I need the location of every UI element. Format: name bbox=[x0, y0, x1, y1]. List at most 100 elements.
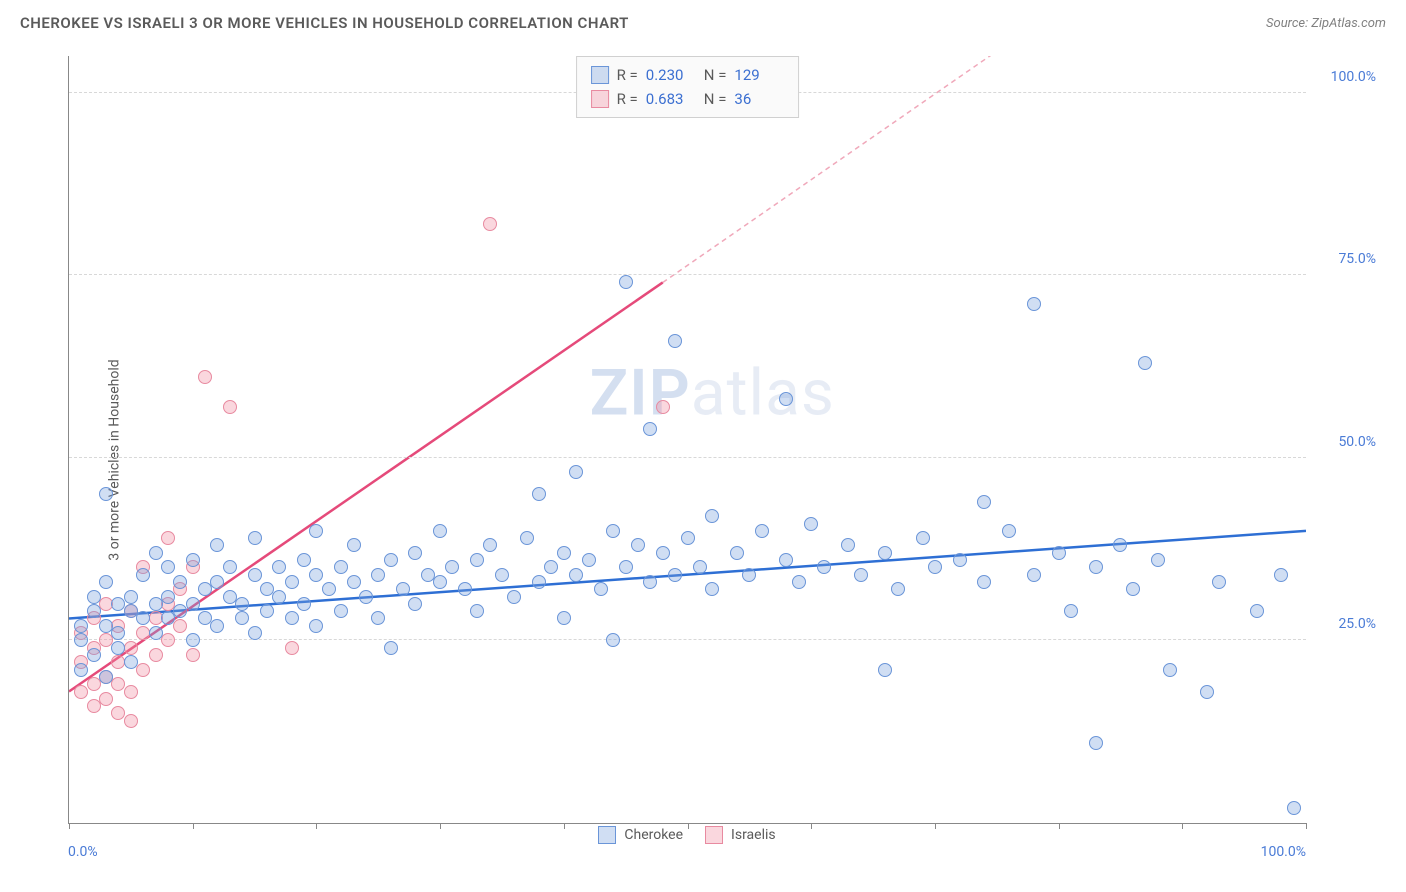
data-point-cherokee bbox=[74, 633, 88, 647]
data-point-israelis bbox=[124, 641, 138, 655]
data-point-cherokee bbox=[111, 641, 125, 655]
data-point-cherokee bbox=[408, 597, 422, 611]
ytick-label: 50.0% bbox=[1316, 434, 1376, 450]
data-point-cherokee bbox=[470, 553, 484, 567]
gridline bbox=[69, 274, 1306, 275]
data-point-cherokee bbox=[223, 560, 237, 574]
n-value: 36 bbox=[734, 87, 784, 111]
data-point-cherokee bbox=[643, 575, 657, 589]
data-point-cherokee bbox=[309, 524, 323, 538]
data-point-cherokee bbox=[668, 568, 682, 582]
data-point-cherokee bbox=[1274, 568, 1288, 582]
data-point-cherokee bbox=[705, 582, 719, 596]
data-point-israelis bbox=[124, 714, 138, 728]
data-point-cherokee bbox=[1200, 685, 1214, 699]
data-point-cherokee bbox=[916, 531, 930, 545]
data-point-cherokee bbox=[520, 531, 534, 545]
data-point-israelis bbox=[656, 400, 670, 414]
data-point-cherokee bbox=[1064, 604, 1078, 618]
data-point-cherokee bbox=[334, 560, 348, 574]
data-point-cherokee bbox=[1151, 553, 1165, 567]
r-value: 0.683 bbox=[646, 87, 696, 111]
data-point-cherokee bbox=[371, 611, 385, 625]
x-axis-labels: 0.0% 100.0% bbox=[68, 844, 1306, 864]
data-point-cherokee bbox=[544, 560, 558, 574]
data-point-israelis bbox=[173, 619, 187, 633]
data-point-cherokee bbox=[730, 546, 744, 560]
data-point-cherokee bbox=[210, 619, 224, 633]
data-point-cherokee bbox=[557, 611, 571, 625]
r-label: R = bbox=[617, 87, 638, 111]
data-point-cherokee bbox=[297, 597, 311, 611]
data-point-cherokee bbox=[87, 648, 101, 662]
watermark-rest: atlas bbox=[691, 356, 835, 431]
data-point-cherokee bbox=[804, 517, 818, 531]
data-point-cherokee bbox=[124, 655, 138, 669]
swatch-cherokee bbox=[598, 826, 616, 844]
data-point-cherokee bbox=[779, 553, 793, 567]
data-point-israelis bbox=[483, 217, 497, 231]
data-point-cherokee bbox=[619, 275, 633, 289]
data-point-cherokee bbox=[1089, 736, 1103, 750]
data-point-israelis bbox=[124, 685, 138, 699]
data-point-cherokee bbox=[1250, 604, 1264, 618]
data-point-cherokee bbox=[854, 568, 868, 582]
watermark-bold: ZIP bbox=[590, 356, 691, 431]
data-point-cherokee bbox=[334, 604, 348, 618]
data-point-cherokee bbox=[347, 575, 361, 589]
data-point-cherokee bbox=[1212, 575, 1226, 589]
watermark: ZIPatlas bbox=[590, 356, 835, 431]
data-point-cherokee bbox=[1113, 538, 1127, 552]
data-point-cherokee bbox=[322, 582, 336, 596]
legend-item-cherokee: Cherokee bbox=[598, 826, 683, 844]
data-point-cherokee bbox=[371, 568, 385, 582]
data-point-cherokee bbox=[210, 538, 224, 552]
data-point-cherokee bbox=[408, 546, 422, 560]
data-point-israelis bbox=[285, 641, 299, 655]
data-point-israelis bbox=[186, 648, 200, 662]
data-point-israelis bbox=[136, 663, 150, 677]
r-value: 0.230 bbox=[646, 63, 696, 87]
data-point-cherokee bbox=[878, 663, 892, 677]
data-point-cherokee bbox=[87, 590, 101, 604]
data-point-israelis bbox=[161, 633, 175, 647]
ytick-label: 25.0% bbox=[1316, 616, 1376, 632]
data-point-cherokee bbox=[149, 546, 163, 560]
data-point-cherokee bbox=[235, 597, 249, 611]
data-point-cherokee bbox=[953, 553, 967, 567]
data-point-cherokee bbox=[210, 575, 224, 589]
data-point-cherokee bbox=[359, 590, 373, 604]
data-point-cherokee bbox=[248, 531, 262, 545]
data-point-cherokee bbox=[792, 575, 806, 589]
data-point-cherokee bbox=[779, 392, 793, 406]
n-label: N = bbox=[704, 63, 727, 87]
data-point-cherokee bbox=[841, 538, 855, 552]
data-point-cherokee bbox=[149, 626, 163, 640]
legend-row-israelis: R = 0.683 N = 36 bbox=[591, 87, 785, 111]
x-axis-min: 0.0% bbox=[68, 844, 98, 860]
data-point-cherokee bbox=[272, 560, 286, 574]
data-point-cherokee bbox=[124, 590, 138, 604]
data-point-cherokee bbox=[693, 560, 707, 574]
data-point-cherokee bbox=[396, 582, 410, 596]
data-point-cherokee bbox=[557, 546, 571, 560]
data-point-cherokee bbox=[582, 553, 596, 567]
data-point-cherokee bbox=[1163, 663, 1177, 677]
plot-area: ZIPatlas R = 0.230 N = 129 R = 0.683 N =… bbox=[68, 56, 1306, 824]
data-point-cherokee bbox=[445, 560, 459, 574]
data-point-cherokee bbox=[1002, 524, 1016, 538]
data-point-israelis bbox=[161, 531, 175, 545]
data-point-cherokee bbox=[705, 509, 719, 523]
data-point-cherokee bbox=[235, 611, 249, 625]
source-label: Source: ZipAtlas.com bbox=[1266, 16, 1386, 31]
data-point-cherokee bbox=[186, 597, 200, 611]
data-point-cherokee bbox=[111, 626, 125, 640]
swatch-israelis bbox=[705, 826, 723, 844]
data-point-cherokee bbox=[99, 575, 113, 589]
data-point-cherokee bbox=[755, 524, 769, 538]
data-point-cherokee bbox=[619, 560, 633, 574]
xtick bbox=[1306, 823, 1307, 829]
data-point-cherokee bbox=[569, 465, 583, 479]
data-point-cherokee bbox=[297, 553, 311, 567]
series-legend: Cherokee Israelis bbox=[68, 826, 1306, 844]
